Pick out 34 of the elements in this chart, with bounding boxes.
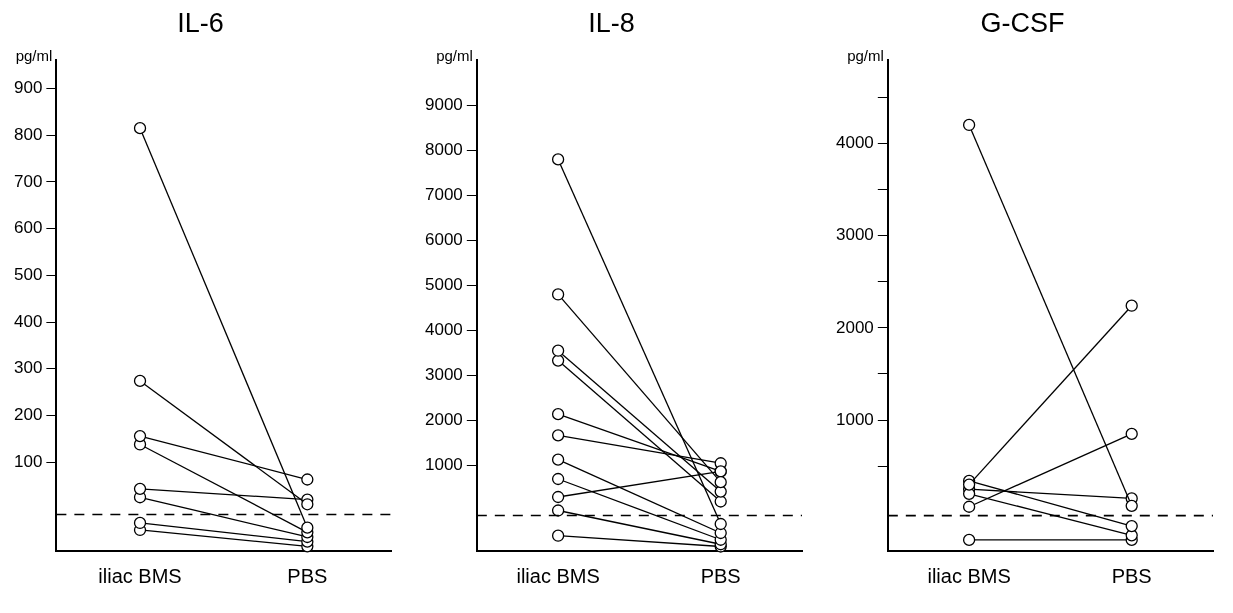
y-tick-label: 9000 [424, 95, 463, 115]
chart-title: G-CSF [980, 7, 1065, 38]
y-tick-label: 1000 [835, 409, 874, 429]
x-tick-label: PBS [287, 564, 328, 587]
y-tick-label: 4000 [835, 133, 874, 153]
x-tick-label: PBS [1111, 564, 1152, 587]
y-tick-label: 900 [13, 78, 43, 98]
y-tick-label: 6000 [424, 230, 463, 250]
y-axis-title: pg/ml [847, 47, 884, 65]
y-tick-label: 3000 [835, 225, 874, 245]
x-tick-label: iliac BMS [98, 564, 182, 587]
y-tick-label: 100 [13, 451, 43, 471]
y-axis-title: pg/ml [436, 47, 473, 65]
y-tick-label: 300 [13, 358, 43, 378]
y-tick-label: 400 [13, 311, 43, 331]
y-tick-label: 7000 [424, 185, 463, 205]
x-tick-label: PBS [700, 564, 741, 587]
y-tick-label: 200 [13, 405, 43, 425]
y-tick-label: 2000 [424, 410, 463, 430]
x-tick-label: iliac BMS [516, 564, 600, 587]
y-tick-label: 700 [13, 171, 43, 191]
y-tick-label: 2000 [835, 317, 874, 337]
y-tick-label: 500 [13, 265, 43, 285]
x-tick-label: iliac BMS [927, 564, 1011, 587]
y-tick-label: 8000 [424, 140, 463, 160]
chart-title: IL-6 [177, 7, 224, 38]
y-tick-label: 800 [13, 124, 43, 144]
y-tick-label: 1000 [424, 455, 463, 475]
y-tick-label: 4000 [424, 320, 463, 340]
chart-title: IL-8 [588, 7, 635, 38]
y-axis-title: pg/ml [15, 47, 53, 65]
y-tick-label: 3000 [424, 365, 463, 385]
y-tick-label: 5000 [424, 275, 463, 295]
y-tick-label: 600 [13, 218, 43, 238]
